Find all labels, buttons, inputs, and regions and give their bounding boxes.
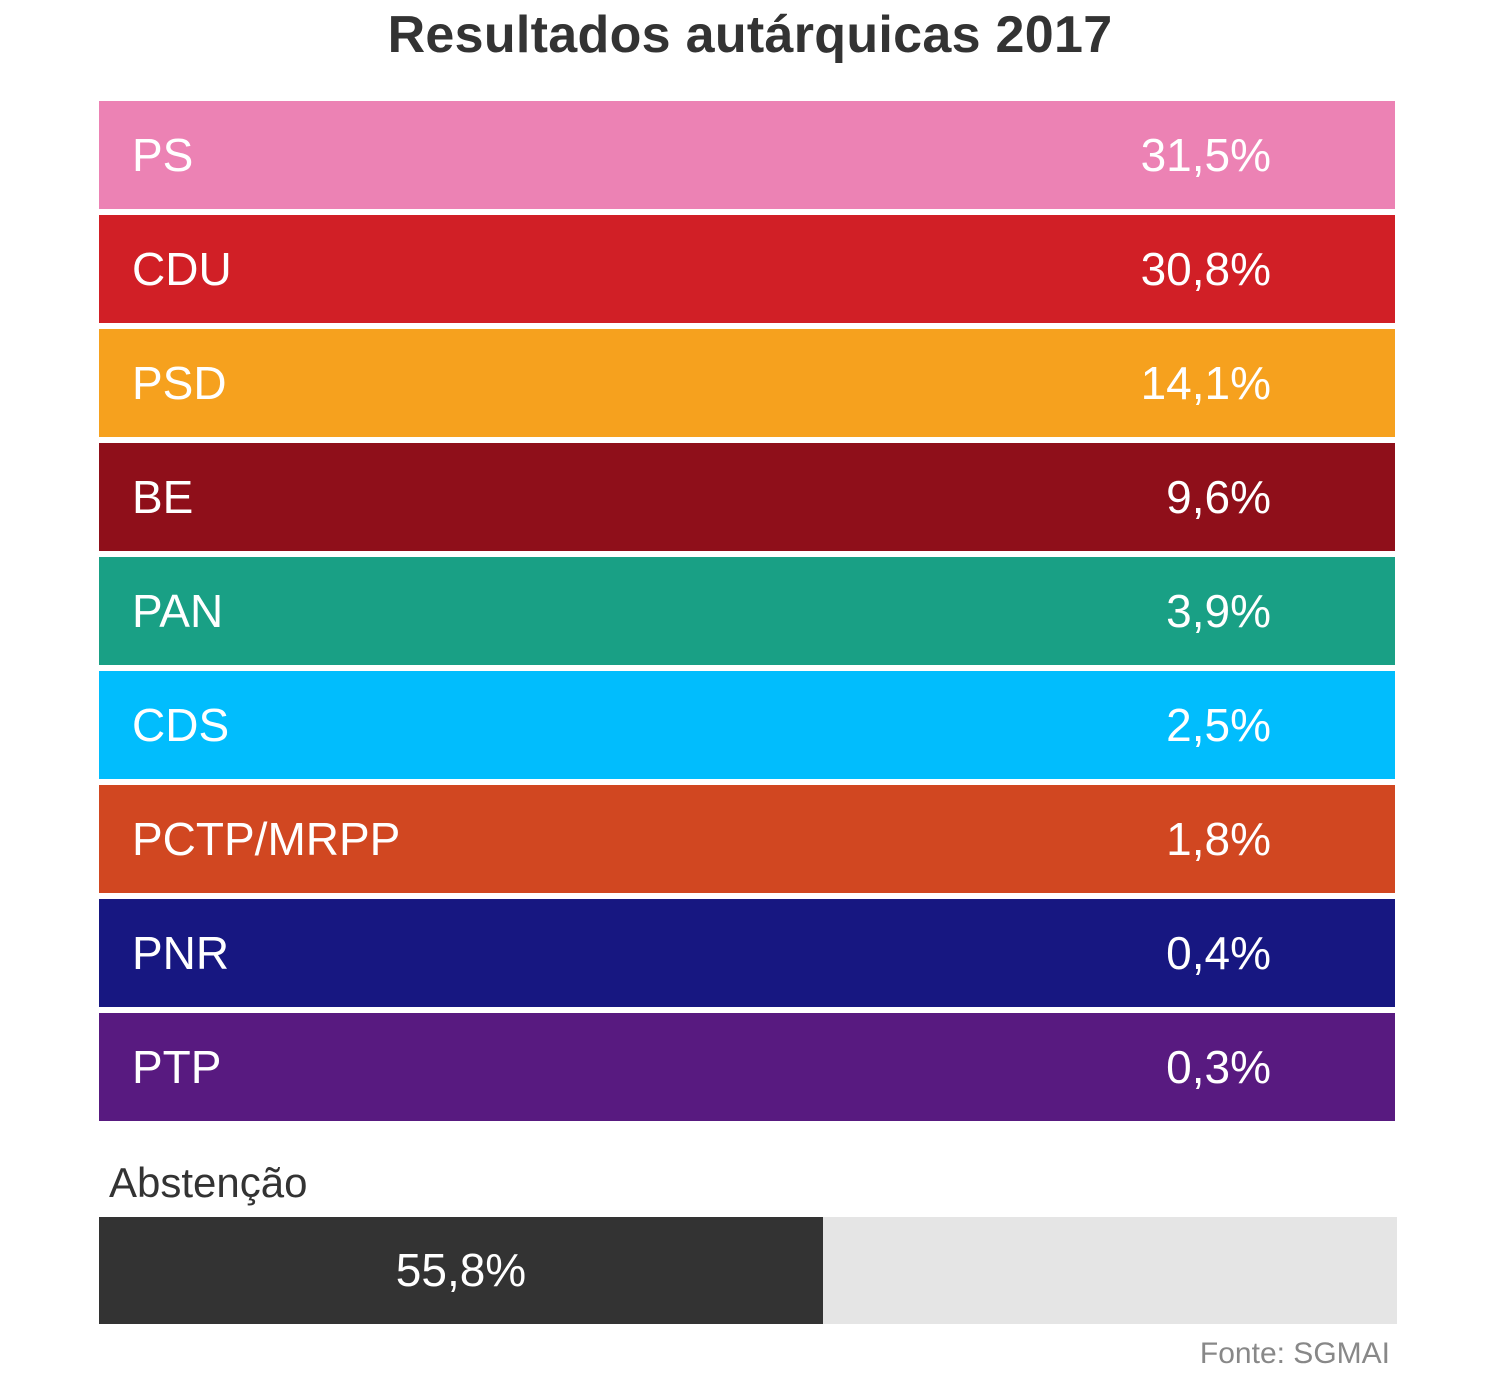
- party-name: PCTP/MRPP: [132, 813, 401, 865]
- party-row: CDS 2,5%: [99, 671, 1395, 779]
- party-name: PAN: [132, 585, 224, 637]
- party-row: CDU 30,8%: [99, 215, 1395, 323]
- party-value: 2,5%: [1166, 699, 1271, 751]
- party-row: PSD 14,1%: [99, 329, 1395, 437]
- party-row: PS 31,5%: [99, 101, 1395, 209]
- party-value: 1,8%: [1166, 813, 1271, 865]
- party-row: PAN 3,9%: [99, 557, 1395, 665]
- party-name: BE: [132, 471, 194, 523]
- party-row: BE 9,6%: [99, 443, 1395, 551]
- party-name: CDS: [132, 699, 230, 751]
- party-value: 14,1%: [1140, 357, 1271, 409]
- party-value: 0,3%: [1166, 1041, 1271, 1093]
- abstention-label: Abstenção: [109, 1159, 308, 1206]
- party-row: PTP 0,3%: [99, 1013, 1395, 1121]
- source-note: Fonte: SGMAI: [1199, 1337, 1390, 1370]
- party-name: PSD: [132, 357, 227, 409]
- party-row: PCTP/MRPP 1,8%: [99, 785, 1395, 893]
- party-name: CDU: [132, 243, 232, 295]
- abstention-value: 55,8%: [395, 1244, 527, 1296]
- party-value: 9,6%: [1166, 471, 1271, 523]
- results-list: PS 31,5% CDU 30,8% PSD 14,1% BE 9,6% PAN 3,9% CDS 2…: [99, 101, 1395, 1127]
- abstention-bar-track: 55,8%: [99, 1217, 1397, 1324]
- chart-title: Resultados autárquicas 2017: [387, 6, 1113, 64]
- party-value: 31,5%: [1140, 129, 1271, 181]
- party-value: 3,9%: [1166, 585, 1271, 637]
- party-value: 30,8%: [1140, 243, 1271, 295]
- party-name: PS: [132, 129, 194, 181]
- abstention-bar-fill: [99, 1217, 823, 1324]
- party-row: PNR 0,4%: [99, 899, 1395, 1007]
- party-name: PTP: [132, 1041, 222, 1093]
- party-name: PNR: [132, 927, 230, 979]
- party-value: 0,4%: [1166, 927, 1271, 979]
